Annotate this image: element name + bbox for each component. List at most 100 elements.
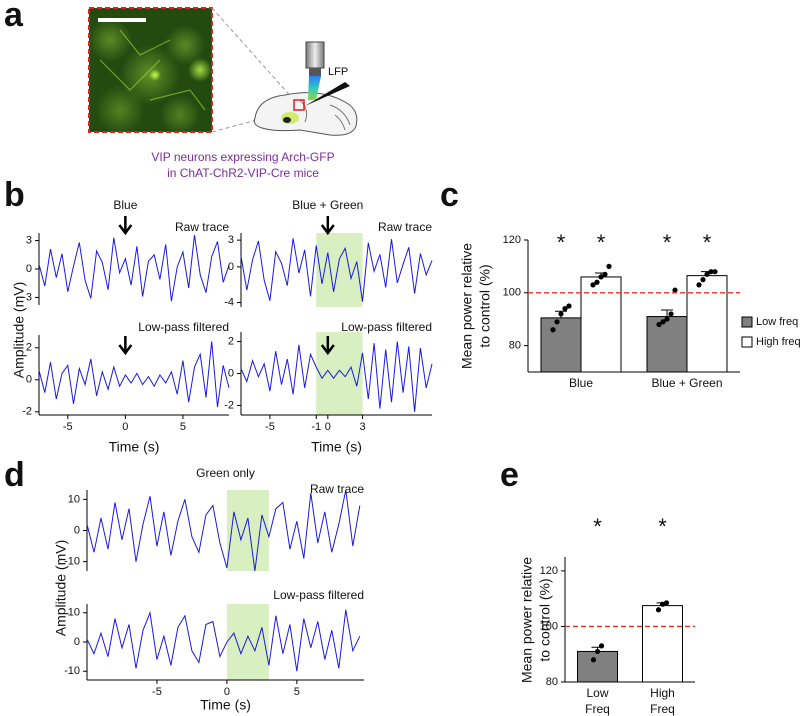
x-tick-label: 5 bbox=[294, 686, 300, 698]
data-point bbox=[700, 277, 706, 283]
data-point bbox=[566, 303, 572, 309]
data-point bbox=[655, 607, 662, 613]
trace bbox=[38, 341, 230, 408]
data-point bbox=[594, 279, 600, 285]
x-tick-label: 0 bbox=[122, 421, 128, 433]
legend-label: High freq bbox=[756, 336, 800, 348]
data-point bbox=[712, 269, 718, 275]
panel-label: b bbox=[4, 176, 25, 214]
bar bbox=[580, 276, 622, 373]
y-tick-label: 120 bbox=[503, 234, 521, 246]
y-tick-label: 0 bbox=[228, 367, 234, 379]
y-tick-label: 3 bbox=[228, 234, 234, 246]
data-point bbox=[550, 327, 556, 333]
data-point bbox=[590, 657, 597, 663]
error-bar bbox=[661, 309, 673, 317]
data-point bbox=[598, 274, 604, 280]
data-point bbox=[668, 311, 674, 317]
y-tick-label: 0 bbox=[74, 524, 80, 536]
panel-label: c bbox=[440, 176, 459, 214]
data-point bbox=[664, 316, 670, 322]
data-point bbox=[659, 601, 666, 607]
chart-title: Green only bbox=[196, 466, 255, 480]
y-tick-label: 0 bbox=[26, 374, 32, 386]
event-arrow bbox=[320, 216, 335, 236]
y-tick-label: 2 bbox=[26, 342, 32, 354]
stimulus-shade bbox=[226, 604, 269, 680]
y-tick-label: 0 bbox=[228, 261, 234, 273]
bar bbox=[540, 317, 582, 373]
trace bbox=[86, 609, 361, 672]
x-tick-label-line: High bbox=[650, 686, 675, 700]
bar bbox=[646, 316, 688, 373]
micrograph bbox=[88, 7, 213, 135]
data-point bbox=[663, 600, 670, 606]
brain-diagram bbox=[211, 7, 358, 136]
y-tick-label: 10 bbox=[68, 607, 80, 619]
y-tick-label: -2 bbox=[224, 399, 234, 411]
y-axis-title: Mean power relative bbox=[459, 243, 475, 369]
x-tick-label: Low Freq bbox=[585, 686, 610, 716]
y-axis-title: Amplitude (mV) bbox=[53, 540, 69, 636]
significance-mark: * bbox=[593, 514, 602, 539]
y-tick-label: -3 bbox=[22, 291, 32, 303]
legend-label: Low freq bbox=[756, 316, 798, 328]
data-point bbox=[606, 263, 612, 269]
trace-label: Low-pass filtered bbox=[138, 320, 229, 334]
y-tick-label: 100 bbox=[540, 620, 558, 632]
x-tick-label: -5 bbox=[63, 421, 73, 433]
y-tick-label: 120 bbox=[540, 565, 558, 577]
data-point bbox=[554, 319, 560, 325]
data-point bbox=[598, 643, 605, 649]
y-tick-label: -10 bbox=[64, 556, 80, 568]
y-tick-label: 80 bbox=[546, 676, 558, 688]
data-point bbox=[704, 271, 710, 277]
bar bbox=[577, 650, 618, 683]
stimulus-shade bbox=[316, 332, 363, 415]
y-axis-title: Amplitude (mV) bbox=[11, 282, 27, 378]
event-arrow bbox=[320, 336, 335, 356]
significance-mark: * bbox=[658, 514, 667, 539]
x-tick-label: 0 bbox=[325, 421, 331, 433]
x-tick-label: -5 bbox=[152, 686, 162, 698]
probe-label: LFP bbox=[328, 66, 348, 78]
data-point bbox=[590, 282, 596, 288]
stimulus-shade bbox=[316, 233, 363, 307]
y-tick-label: 2 bbox=[228, 335, 234, 347]
x-tick-label: Blue bbox=[569, 376, 593, 390]
legend-swatch bbox=[741, 336, 753, 348]
y-tick-label: 0 bbox=[74, 636, 80, 648]
data-point bbox=[594, 648, 601, 655]
significance-mark: * bbox=[557, 230, 566, 255]
data-point bbox=[672, 287, 678, 293]
data-point bbox=[660, 319, 666, 325]
y-tick-label: 80 bbox=[509, 340, 521, 352]
significance-mark: * bbox=[663, 230, 672, 255]
event-arrow bbox=[118, 216, 133, 236]
bar bbox=[642, 605, 683, 683]
y-tick-label: -10 bbox=[64, 665, 80, 677]
panel-label: d bbox=[4, 456, 25, 494]
event-arrow bbox=[118, 336, 133, 356]
y-tick-label: 100 bbox=[503, 287, 521, 299]
x-axis-title: Time (s) bbox=[311, 439, 362, 455]
x-tick-label: 5 bbox=[180, 421, 186, 433]
x-tick-label: High Freq bbox=[650, 686, 675, 716]
x-tick-label: Blue + Green bbox=[651, 376, 722, 390]
x-tick-label-line: Freq bbox=[585, 702, 610, 716]
data-point bbox=[602, 271, 608, 277]
y-tick-label: 3 bbox=[26, 234, 32, 246]
x-tick-label: -5 bbox=[265, 421, 275, 433]
bar bbox=[686, 275, 728, 373]
data-point bbox=[708, 269, 714, 275]
trace-label: Raw trace bbox=[175, 220, 229, 234]
x-tick-label: 0 bbox=[224, 686, 230, 698]
x-axis-title: Time (s) bbox=[109, 439, 160, 455]
legend-swatch bbox=[741, 316, 753, 328]
caption: VIP neurons expressing Arch-GFP bbox=[151, 150, 334, 164]
event-label: Blue bbox=[113, 198, 137, 212]
y-axis-title: to control (%) bbox=[477, 264, 493, 347]
y-tick-label: -4 bbox=[224, 296, 234, 308]
stimulus-shade bbox=[226, 490, 269, 571]
